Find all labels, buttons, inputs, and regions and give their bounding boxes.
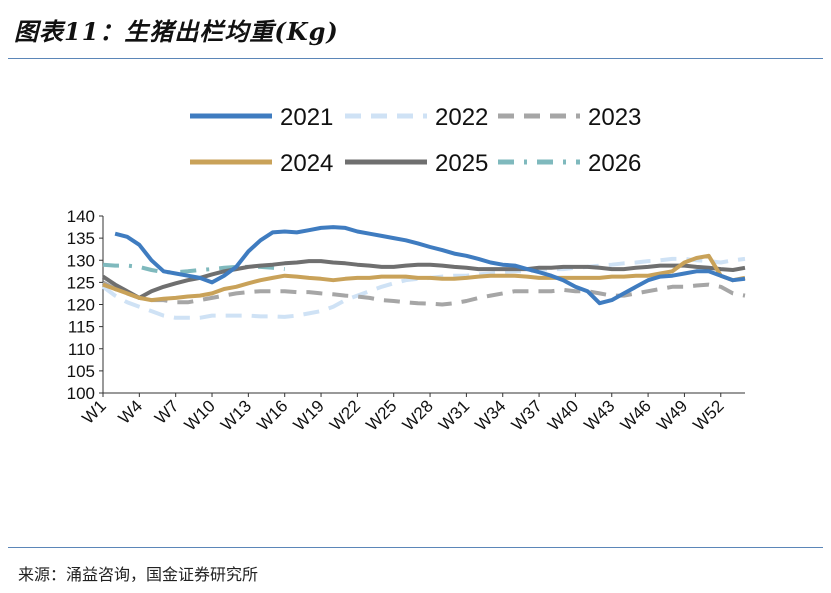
x-tick-label: W49 bbox=[653, 396, 691, 434]
x-tick-label: W22 bbox=[326, 396, 364, 434]
legend-label-2022: 2022 bbox=[435, 104, 488, 131]
x-tick-label: W28 bbox=[399, 396, 437, 434]
x-tick-label: W37 bbox=[508, 396, 546, 434]
x-axis: W1 W4 W7W10W13W16W19W22W25W28W31W34W37W40W… bbox=[78, 392, 745, 435]
x-tick-label: W34 bbox=[471, 396, 509, 434]
series-line-2024 bbox=[102, 253, 746, 303]
title-divider bbox=[8, 58, 823, 59]
series-line-2025 bbox=[101, 259, 746, 300]
x-tick-label: W7 bbox=[151, 396, 182, 427]
legend: 2021 2022 2023 2024 2025 2026 bbox=[190, 104, 641, 177]
x-tick-label: W40 bbox=[544, 396, 582, 434]
legend-label-2025: 2025 bbox=[435, 150, 488, 177]
chart-title: 图表11：生猪出栏均重(Kg) bbox=[14, 17, 339, 46]
x-tick-label: W43 bbox=[580, 396, 618, 434]
x-tick-label: W13 bbox=[217, 396, 255, 434]
plot-area bbox=[101, 225, 746, 320]
x-tick-label: W46 bbox=[617, 396, 655, 434]
x-tick-label: W10 bbox=[181, 396, 219, 434]
x-tick-label: W4 bbox=[115, 396, 146, 427]
y-tick-label: 115 bbox=[68, 318, 95, 337]
x-tick-label: W16 bbox=[253, 396, 291, 434]
y-tick-label: 130 bbox=[67, 251, 95, 270]
x-tick-label: W31 bbox=[435, 396, 473, 434]
y-tick-label: 125 bbox=[67, 273, 95, 292]
legend-label-2026: 2026 bbox=[588, 150, 641, 177]
source-note: 来源：涌益咨询，国金证券研究所 bbox=[18, 565, 259, 584]
line-chart: 2021 2022 2023 2024 2025 2026 100 105 110 115 120… bbox=[67, 104, 746, 435]
y-tick-label: 110 bbox=[68, 340, 95, 359]
y-tick-label: 105 bbox=[67, 362, 95, 381]
legend-label-2024: 2024 bbox=[280, 150, 333, 177]
y-tick-label: 135 bbox=[67, 229, 95, 248]
legend-label-2021: 2021 bbox=[280, 104, 333, 131]
x-tick-label: W52 bbox=[689, 396, 727, 434]
y-tick-label: 120 bbox=[67, 296, 95, 315]
x-tick-label: W25 bbox=[362, 396, 400, 434]
y-axis: 100 105 110 115 120 125 130 135 140 bbox=[67, 207, 104, 403]
series-line-2022 bbox=[101, 256, 746, 320]
legend-label-2023: 2023 bbox=[588, 104, 641, 131]
y-tick-label: 140 bbox=[67, 207, 95, 226]
series-line-2023 bbox=[102, 280, 746, 307]
source-divider bbox=[8, 547, 823, 548]
y-tick-label: 100 bbox=[67, 384, 95, 403]
series-line-2021 bbox=[114, 225, 746, 306]
series-line-2026 bbox=[102, 262, 285, 275]
x-tick-label: W19 bbox=[290, 396, 328, 434]
